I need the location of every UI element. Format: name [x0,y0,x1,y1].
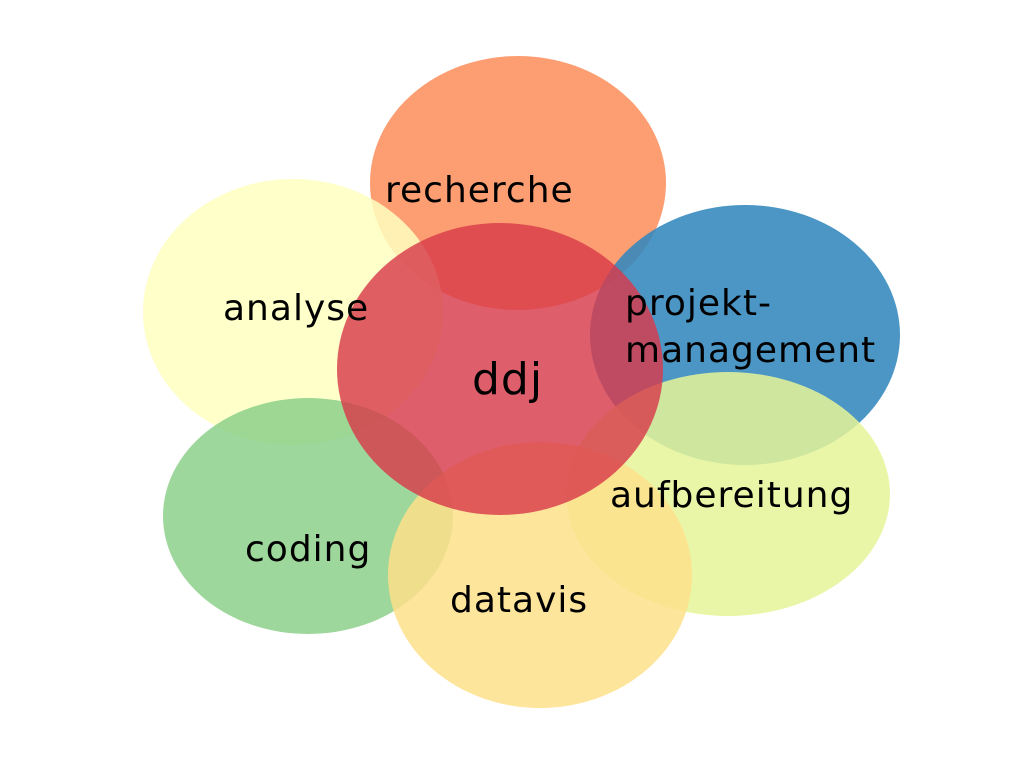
ddj-center-ellipse [337,223,663,515]
coding-label: coding [245,529,371,570]
analyse-label: analyse [223,288,369,329]
ddj-center-label: ddj [472,354,543,405]
datavis-label: datavis [450,580,588,621]
recherche-label: recherche [385,170,574,211]
projektmanagement-label-line2: management [625,330,876,371]
aufbereitung-label: aufbereitung [610,475,853,516]
projektmanagement-label-line1: projekt- [625,283,772,324]
